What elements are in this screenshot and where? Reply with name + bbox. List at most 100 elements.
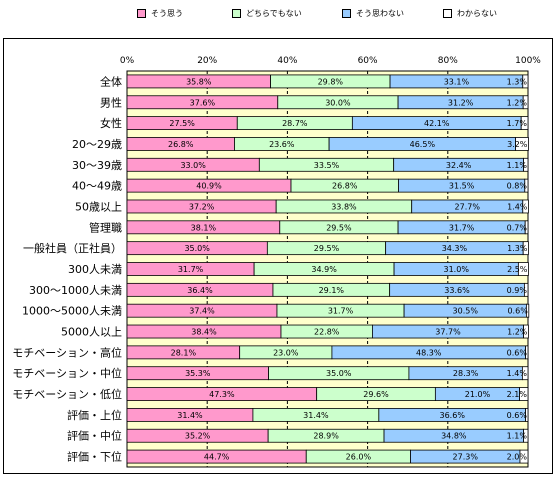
category-label: 一般社員（正社員） — [23, 241, 122, 255]
data-label-disagree: 34.3% — [442, 244, 468, 253]
data-label-agree: 26.8% — [168, 140, 194, 149]
data-label-agree: 40.9% — [196, 182, 222, 191]
data-label-disagree: 33.1% — [444, 77, 470, 86]
data-label-unknown: 0.7% — [507, 223, 528, 232]
data-label-neutral: 35.0% — [326, 369, 352, 378]
data-label-neutral: 23.0% — [273, 348, 299, 357]
x-tick-label: 80% — [438, 56, 458, 66]
data-label-agree: 37.2% — [189, 202, 215, 211]
bar-segment-unknown — [525, 407, 529, 422]
bar-segment-unknown — [525, 303, 530, 318]
data-label-unknown: 0.6% — [507, 307, 528, 316]
x-tick-label: 100% — [515, 56, 541, 66]
data-label-neutral: 34.9% — [311, 265, 337, 274]
data-label-agree: 38.1% — [191, 223, 217, 232]
bar-segment-unknown — [523, 282, 529, 297]
bar-segment-unknown — [523, 157, 529, 172]
data-label-agree: 37.6% — [190, 98, 216, 107]
data-label-agree: 35.0% — [184, 244, 210, 253]
data-label-neutral: 23.6% — [269, 140, 295, 149]
bar-segment-unknown — [522, 199, 529, 214]
legend: そう思う どちらでもない そう思わない わからない — [0, 0, 560, 28]
legend-swatch-disagree — [342, 8, 351, 18]
stacked-bar-chart: 0% 20% 40% 60% 80% 100% 全体 35.8% 29.8% 33.1% 1.3% 男… — [12, 56, 541, 468]
bar-segment-unknown — [523, 324, 529, 339]
category-label: 女性 — [100, 116, 122, 130]
bar-segment-unknown — [519, 387, 529, 401]
data-label-disagree: 46.5% — [410, 140, 436, 149]
data-label-agree: 33.0% — [180, 161, 206, 170]
bar-segment-unknown — [524, 178, 529, 193]
data-label-unknown: 1.2% — [507, 328, 528, 337]
data-label-agree: 35.8% — [186, 77, 212, 86]
x-tick-label: 20% — [197, 56, 217, 66]
data-label-disagree: 48.3% — [416, 348, 442, 357]
data-label-agree: 31.4% — [177, 411, 203, 420]
legend-item-neutral: どちらでもない — [232, 6, 302, 20]
data-label-neutral: 22.8% — [314, 328, 340, 337]
data-label-disagree: 32.4% — [446, 161, 472, 170]
data-label-unknown: 0.8% — [507, 182, 528, 191]
data-label-disagree: 31.7% — [449, 223, 475, 232]
data-label-unknown: 2.0% — [507, 453, 528, 462]
legend-item-disagree: そう思わない — [342, 6, 404, 20]
data-label-agree: 27.5% — [169, 119, 195, 128]
data-label-agree: 47.3% — [209, 390, 235, 399]
data-label-agree: 37.4% — [189, 307, 215, 316]
data-label-unknown: 3.2% — [507, 140, 528, 149]
data-label-neutral: 26.0% — [346, 453, 372, 462]
data-label-disagree: 27.3% — [453, 453, 479, 462]
data-label-agree: 35.2% — [185, 432, 211, 441]
category-label: 300人未満 — [68, 263, 122, 276]
category-label: モチベーション・高位 — [12, 345, 122, 359]
data-label-unknown: 1.7% — [507, 119, 528, 128]
data-label-unknown: 1.2% — [507, 98, 528, 107]
data-label-agree: 44.7% — [204, 453, 230, 462]
category-label: モチベーション・低位 — [12, 387, 122, 401]
data-label-disagree: 37.7% — [435, 328, 461, 337]
legend-label-disagree: そう思わない — [356, 8, 404, 18]
data-label-neutral: 33.8% — [331, 202, 357, 211]
category-label: 評価・上位 — [67, 408, 122, 422]
data-label-unknown: 1.3% — [507, 244, 528, 253]
data-label-neutral: 31.4% — [303, 411, 329, 420]
data-label-unknown: 1.1% — [507, 432, 528, 441]
x-tick-label: 0% — [120, 56, 135, 66]
x-tick-label: 60% — [358, 56, 378, 66]
bar-segment-unknown — [522, 95, 529, 110]
category-label: 評価・中位 — [67, 429, 122, 443]
legend-swatch-unknown — [443, 8, 452, 18]
category-label: 20～29歳 — [72, 138, 122, 151]
legend-swatch-agree — [137, 8, 146, 18]
data-label-unknown: 0.6% — [507, 411, 528, 420]
category-label: 5000人以上 — [61, 326, 122, 339]
data-label-unknown: 2.1% — [507, 390, 528, 399]
category-label: 1000～5000人未満 — [22, 305, 122, 318]
data-label-unknown: 1.1% — [507, 161, 528, 170]
category-label: 50歳以上 — [75, 200, 122, 213]
data-label-neutral: 33.5% — [314, 161, 340, 170]
data-label-neutral: 29.8% — [318, 77, 344, 86]
data-label-disagree: 28.3% — [453, 369, 479, 378]
data-label-disagree: 31.0% — [444, 265, 470, 274]
bar-segment-unknown — [522, 74, 529, 89]
legend-label-neutral: どちらでもない — [246, 8, 302, 18]
data-label-neutral: 26.8% — [332, 182, 358, 191]
data-label-disagree: 33.6% — [444, 286, 470, 295]
data-label-unknown: 1.3% — [507, 77, 528, 86]
data-label-agree: 36.4% — [187, 286, 213, 295]
category-label: 40～49歳 — [72, 180, 122, 193]
data-label-disagree: 31.2% — [448, 98, 474, 107]
data-label-unknown: 2.5% — [507, 265, 528, 274]
data-label-disagree: 30.5% — [453, 307, 479, 316]
legend-label-unknown: わからない — [457, 8, 497, 18]
category-label: 全体 — [100, 74, 122, 88]
bar-segment-unknown — [519, 449, 529, 464]
category-label: 300～1000人未満 — [29, 284, 122, 297]
category-label: 管理職 — [89, 220, 122, 234]
data-label-neutral: 29.6% — [363, 390, 389, 399]
category-label: 評価・下位 — [67, 450, 122, 464]
x-tick-label: 40% — [277, 56, 297, 66]
data-label-agree: 38.4% — [191, 328, 217, 337]
data-label-neutral: 31.7% — [328, 307, 354, 316]
